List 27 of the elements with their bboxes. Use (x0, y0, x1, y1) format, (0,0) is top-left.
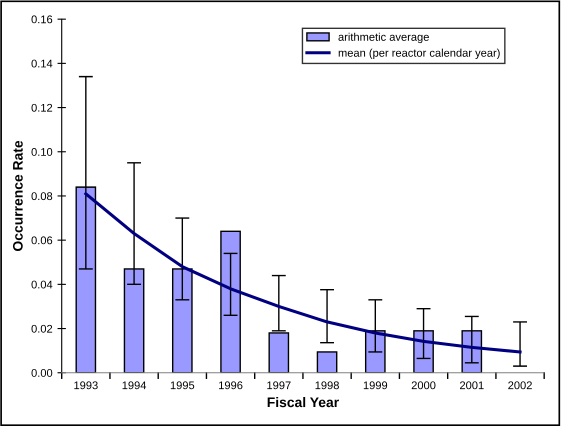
legend-label: arithmetic average (338, 32, 429, 44)
bar (316, 351, 338, 373)
x-tick-label: 1997 (267, 381, 291, 390)
x-tick-label: 1994 (122, 381, 146, 390)
y-tick-label: 0.16 (31, 15, 52, 24)
y-tick-label: 0.04 (31, 280, 52, 288)
x-tick-label: 1998 (316, 381, 339, 390)
y-tick-label: 0.06 (31, 236, 52, 244)
y-tick-label: 0.12 (31, 104, 52, 112)
line-series (84, 192, 522, 354)
legend-label: mean (per reactor calendar year) (338, 48, 500, 59)
x-tick-label: 1995 (170, 381, 194, 390)
y-tick-label: 0.10 (31, 148, 52, 156)
x-axis-title: Fiscal Year (268, 396, 339, 408)
y-axis-title: Occurrence Rate (12, 140, 23, 251)
bar (220, 230, 241, 373)
y-tick-label: 0.08 (31, 192, 52, 200)
bar (268, 332, 290, 373)
x-tick-label: 1999 (364, 381, 388, 390)
y-tick-label: 0.00 (31, 369, 52, 377)
x-tick-label: 2001 (460, 381, 484, 390)
x-tick-label: 2002 (508, 381, 532, 390)
x-tick-label: 1993 (74, 381, 98, 390)
x-tick-label: 1996 (219, 381, 242, 390)
x-tick-label: 2000 (412, 381, 436, 390)
y-tick-label: 0.02 (31, 324, 52, 333)
y-tick-label: 0.14 (31, 60, 52, 68)
